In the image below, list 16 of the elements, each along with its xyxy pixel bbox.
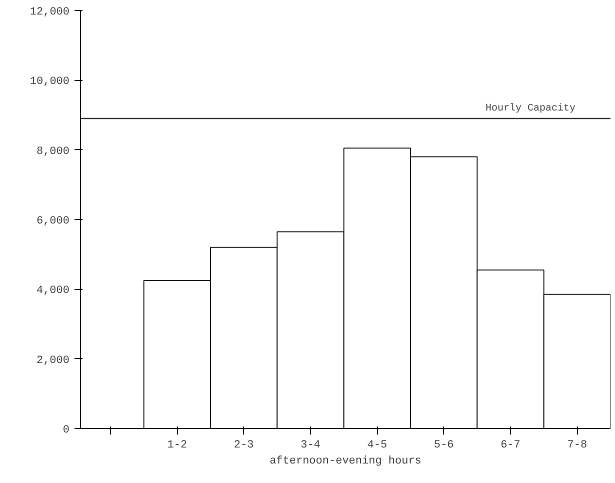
y-tick-label: 4,000 xyxy=(36,285,70,298)
ref-line-label: Hourly Capacity xyxy=(485,102,576,114)
x-axis-title: afternoon-evening hours xyxy=(270,456,422,468)
y-tick-label: 0 xyxy=(62,424,70,436)
x-tick-label: 2-3 xyxy=(234,440,254,452)
y-tick-label: 2,000 xyxy=(36,354,70,367)
y-tick-label: 12,000 xyxy=(30,6,70,18)
x-tick-label: 4-5 xyxy=(367,440,388,452)
x-tick-label: 7-8 xyxy=(567,440,588,452)
y-tick-label: 8,000 xyxy=(36,146,70,158)
x-tick-label: 3-4 xyxy=(300,440,321,452)
y-tick-label: 10,000 xyxy=(30,76,70,88)
x-tick-label: 1-2 xyxy=(167,440,188,452)
x-tick-label: 5-6 xyxy=(434,440,454,452)
y-tick-label: 6,000 xyxy=(36,216,70,228)
x-tick-label: 6-7 xyxy=(500,440,520,452)
